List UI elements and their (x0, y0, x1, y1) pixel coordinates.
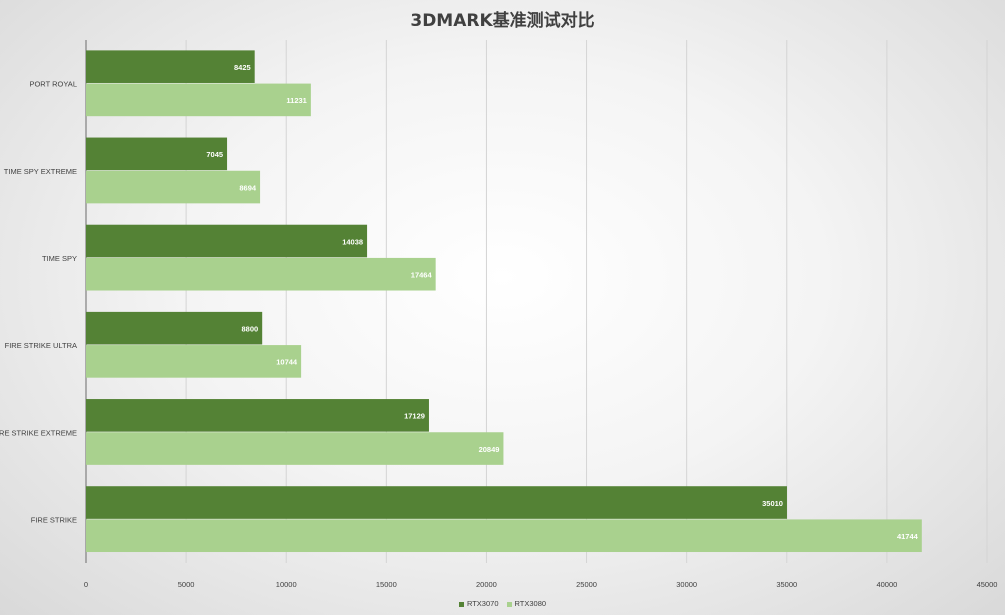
legend-swatch (458, 601, 464, 607)
category-label: FIRE STRIKE ULTRA (5, 341, 77, 350)
chart-title: 3DMARK基准测试对比 (410, 11, 595, 31)
category-label: TIME SPY (42, 254, 77, 263)
data-label: 10744 (276, 358, 298, 367)
category-label: PORT ROYAL (29, 80, 77, 89)
x-tick-label: 40000 (876, 580, 897, 589)
x-tick-label: 25000 (576, 580, 597, 589)
bar-rtx3070 (86, 224, 368, 258)
data-label: 8694 (239, 183, 257, 192)
data-label: 8800 (242, 324, 259, 333)
bar-rtx3070 (86, 486, 787, 519)
bar-rtx3080 (86, 345, 302, 378)
legend-item: RTX3070 (458, 599, 499, 608)
category-label: TIME SPY EXTREME (4, 167, 77, 176)
x-tick-label: 0 (84, 580, 88, 589)
data-label: 11231 (286, 96, 306, 105)
x-tick-label: 30000 (676, 580, 697, 589)
data-label: 35010 (762, 499, 783, 508)
legend-label: RTX3070 (466, 599, 499, 608)
bar-rtx3070 (86, 137, 228, 171)
x-tick-label: 15000 (376, 580, 397, 589)
x-tick-label: 35000 (776, 580, 797, 589)
bar-rtx3080 (86, 519, 922, 553)
x-tick-label: 20000 (476, 580, 497, 589)
bar-rtx3080 (86, 170, 261, 204)
data-label: 17129 (404, 412, 425, 421)
legend: RTX3070 RTX3080 (0, 599, 1005, 608)
category-label: FIRE STRIKE (31, 515, 77, 524)
x-tick-label: 45000 (977, 580, 998, 589)
data-label: 7045 (206, 150, 223, 159)
data-label: 17464 (411, 271, 433, 280)
legend-swatch (506, 601, 512, 607)
bar-rtx3070 (86, 399, 429, 432)
bar-rtx3080 (86, 257, 436, 291)
bar-rtx3070 (86, 311, 263, 345)
x-tick-label: 5000 (178, 580, 195, 589)
bar-rtx3070 (86, 50, 255, 83)
category-label: FIRE STRIKE EXTREME (0, 428, 77, 437)
bar-rtx3080 (86, 432, 504, 465)
data-label: 8425 (234, 63, 251, 72)
data-label: 14038 (342, 237, 363, 246)
data-label: 41744 (897, 532, 919, 541)
bar-rtx3080 (86, 83, 311, 117)
data-label: 20849 (479, 445, 500, 454)
legend-item: RTX3080 (506, 599, 547, 608)
x-tick-label: 10000 (276, 580, 297, 589)
legend-label: RTX3080 (514, 599, 547, 608)
